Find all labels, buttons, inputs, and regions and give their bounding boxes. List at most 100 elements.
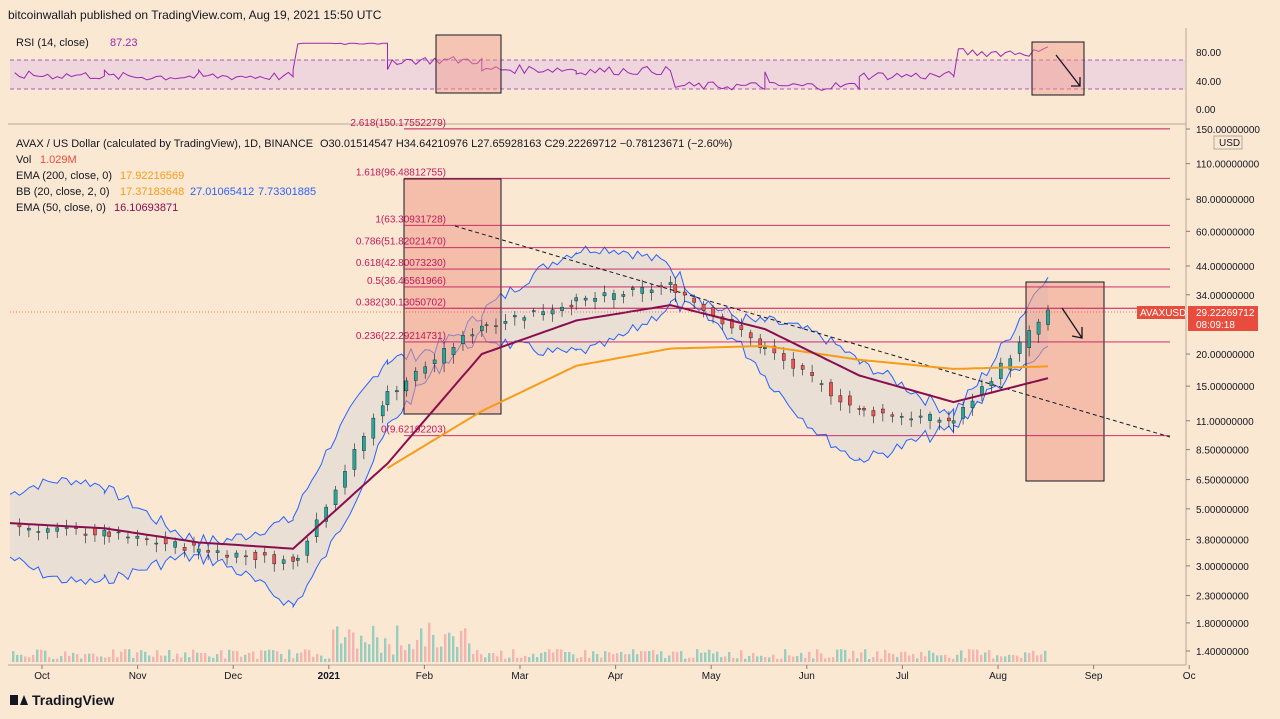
volume-bar [672,651,675,662]
volume-bar [328,658,331,662]
candle-body [362,436,366,451]
candle-body [862,408,866,411]
rsi-highlight-box-feb [435,34,502,94]
ema200-line [386,344,1049,469]
volume-bar [396,625,399,662]
candle-body [961,407,965,419]
candle-body [163,538,168,545]
time-tick-label: Oct [34,671,50,682]
candle-body [281,559,286,564]
candle-body [107,531,111,537]
volume-bar [1000,656,1003,662]
candle-body [173,541,177,548]
candle-body [531,310,536,312]
volume-bar [548,649,551,662]
volume-bar [600,657,603,662]
volume-bar [144,651,147,662]
volume-bar [108,656,111,662]
volume-bar [728,652,731,662]
volume-bar [708,649,711,662]
rsi-value: 87.23 [110,37,138,49]
volume-bar [120,651,123,662]
volume-bar [84,654,87,662]
volume-bar [920,651,923,662]
volume-bar [516,657,519,662]
footer-brand[interactable]: TradingView [10,692,114,708]
candle-body [27,527,31,531]
fib-label: 0.786(51.82021470) [356,237,446,248]
volume-bar [1016,655,1019,662]
candle-body [1046,309,1050,325]
candle-body [569,304,574,308]
volume-bar [832,657,835,662]
candle-body [857,408,862,410]
volume-bar [204,652,207,662]
volume-bar [24,656,27,662]
volume-bar [92,653,95,662]
volume-bar [668,655,671,662]
volume-bar [576,658,579,662]
candle-body [126,536,130,539]
volume-bar [684,658,687,662]
price-tick-label: 80.00000000 [1196,195,1255,206]
price-tick-label: 1.80000000 [1196,619,1249,630]
rsi-band [10,60,1185,89]
rsi-tick: 0.00 [1196,105,1216,116]
volume-bar [760,655,763,662]
candle-body [182,547,187,551]
price-tick-label: 110.00000000 [1196,160,1260,171]
currency-badge[interactable] [1213,135,1243,150]
candle-body [890,414,895,417]
volume-bar [200,652,203,662]
volume-bar [228,649,231,662]
volume-bars [12,622,1047,662]
volume-bar [256,658,259,662]
volume-bar [892,654,895,662]
currency-label: USD [1219,138,1240,149]
tradingview-logo-icon [10,695,28,705]
candle-body [999,362,1003,379]
volume-bar [316,653,319,662]
volume-bar [720,657,723,662]
volume-bar [772,654,775,662]
volume-bar [964,658,967,662]
volume-bar [632,649,635,662]
volume-bar [484,657,487,662]
volume-bar [192,649,195,662]
candle-body [748,332,753,339]
volume-bar [372,625,375,662]
price-axis[interactable]: 150.00000000 110.00000000 80.00000000 60.00… [1186,125,1260,658]
volume-bar [800,652,803,662]
volume-bar [496,656,499,662]
candle-body [838,395,843,403]
volume-bar [596,654,599,662]
volume-bar [688,657,691,662]
volume-bar [240,656,243,662]
candle-body [871,410,876,417]
bb-label: BB (20, close, 2, 0) [16,186,110,198]
volume-bar [44,650,47,662]
ema50-line [9,304,1049,550]
candlesticks [17,276,1050,572]
volume-bar [408,643,411,662]
bb-upper: 27.01065412 [190,186,254,198]
candle-body [730,319,734,329]
volume-bar [724,656,727,662]
volume-bar [864,649,867,662]
volume-bar [620,651,623,662]
volume-bar [976,649,979,662]
volume-bar [588,657,591,662]
candle-body [1008,358,1013,370]
time-axis[interactable]: Oct Nov Dec 2021 Feb Mar Apr May Jun Jul Aug Sep Oc [34,665,1196,682]
volume-bar [580,657,583,662]
price-tick-label: 34.00000000 [1196,291,1255,302]
volume-bar [904,651,907,662]
volume-bar [56,658,59,662]
fib-label: 0.5(36.46561966) [367,276,446,287]
rsi-highlight-box-aug [1031,41,1085,96]
volume-bar [504,658,507,662]
volume-bar [792,656,795,662]
volume-bar [936,655,939,662]
volume-bar [32,654,35,662]
